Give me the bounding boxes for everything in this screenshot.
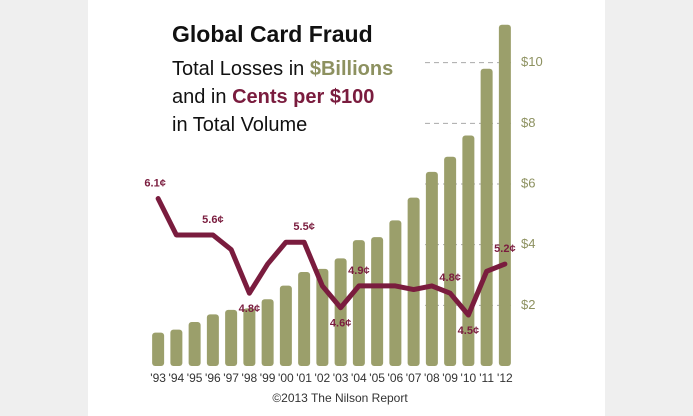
bar	[371, 237, 384, 366]
subtitle-segment: and in	[172, 86, 232, 108]
bar	[188, 322, 201, 366]
subtitle-segment: Cents per $100	[232, 86, 374, 108]
x-tick-label: '05	[369, 371, 385, 385]
y-tick-label: $2	[521, 297, 535, 312]
subtitle-line: and in Cents per $100	[172, 86, 374, 108]
value-label: 5.6¢	[202, 214, 223, 226]
bar	[389, 220, 402, 366]
bar	[334, 258, 347, 366]
bar	[206, 314, 219, 366]
x-tick-label: '12	[497, 371, 513, 385]
x-tick-label: '03	[333, 371, 349, 385]
bar	[498, 24, 511, 366]
bar	[279, 285, 292, 366]
subtitle-line: in Total Volume	[172, 114, 307, 136]
x-tick-label: '02	[315, 371, 331, 385]
chart-title: Global Card Fraud	[172, 21, 373, 47]
x-tick-label: '09	[442, 371, 458, 385]
bar	[407, 197, 420, 366]
y-tick-label: $4	[521, 236, 535, 251]
x-tick-label: '11	[479, 371, 494, 385]
x-tick-label: '01	[296, 371, 312, 385]
x-tick-label: '06	[388, 371, 404, 385]
x-tick-label: '08	[424, 371, 440, 385]
bar	[352, 240, 365, 366]
subtitle-segment: $Billions	[310, 58, 393, 80]
bar	[480, 68, 493, 366]
line	[155, 196, 508, 318]
x-tick-label: '07	[406, 371, 422, 385]
y-tick-label: $10	[521, 54, 543, 69]
value-label: 4.9¢	[348, 265, 369, 277]
bar	[425, 171, 438, 366]
bar	[243, 308, 256, 366]
value-label: 4.8¢	[439, 272, 460, 284]
x-tick-label: '96	[205, 371, 221, 385]
x-tick-label: '04	[351, 371, 367, 385]
bar	[298, 271, 311, 366]
value-label: 5.2¢	[494, 243, 515, 255]
bar	[444, 156, 457, 366]
bar	[152, 332, 165, 366]
subtitle-segment: in Total Volume	[172, 114, 307, 136]
subtitle-line: Total Losses in $Billions	[172, 58, 393, 80]
x-tick-label: '10	[461, 371, 477, 385]
value-label: 4.8¢	[239, 303, 260, 315]
value-label: 4.6¢	[330, 318, 351, 330]
x-tick-label: '00	[278, 371, 294, 385]
x-tick-label: '94	[169, 371, 185, 385]
credit: ©2013 The Nilson Report	[272, 391, 408, 405]
x-tick-label: '93	[150, 371, 166, 385]
subtitle-segment: Total Losses in	[172, 58, 310, 80]
value-label: 6.1¢	[144, 177, 165, 189]
value-label: 4.5¢	[458, 325, 479, 337]
y-tick-label: $6	[521, 175, 535, 190]
x-tick-label: '98	[242, 371, 258, 385]
value-label: 5.5¢	[293, 221, 314, 233]
bar	[225, 309, 238, 366]
x-tick-label: '95	[187, 371, 203, 385]
bar	[170, 329, 183, 366]
bar	[261, 299, 274, 366]
x-tick-label: '99	[260, 371, 276, 385]
x-tick-label: '97	[223, 371, 239, 385]
y-tick-label: $8	[521, 115, 535, 130]
